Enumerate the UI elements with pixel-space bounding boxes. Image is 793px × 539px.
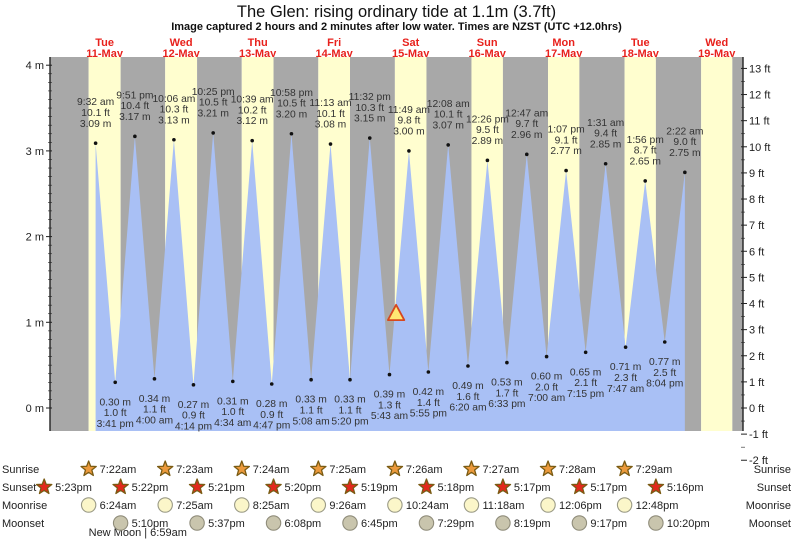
- svg-text:6 ft: 6 ft: [749, 246, 764, 258]
- svg-text:6:24am: 6:24am: [100, 500, 137, 512]
- svg-text:7:25am: 7:25am: [176, 500, 213, 512]
- svg-text:Moonset: Moonset: [2, 518, 44, 530]
- svg-text:7 ft: 7 ft: [749, 220, 764, 232]
- svg-text:Moonrise: Moonrise: [746, 500, 791, 512]
- svg-text:12:06pm: 12:06pm: [559, 500, 602, 512]
- svg-text:10:20pm: 10:20pm: [667, 518, 710, 530]
- svg-text:Sunset: Sunset: [757, 482, 791, 494]
- svg-text:10 ft: 10 ft: [749, 142, 770, 154]
- svg-text:5:19pm: 5:19pm: [361, 482, 398, 494]
- svg-text:8 ft: 8 ft: [749, 194, 764, 206]
- svg-text:5:10pm: 5:10pm: [132, 518, 169, 530]
- svg-text:-1 ft: -1 ft: [749, 429, 768, 441]
- svg-text:7:23am: 7:23am: [176, 464, 213, 476]
- svg-text:5:23pm: 5:23pm: [55, 482, 92, 494]
- svg-text:4 ft: 4 ft: [749, 299, 764, 311]
- svg-text:2 m: 2 m: [26, 232, 44, 244]
- svg-text:5:22pm: 5:22pm: [132, 482, 169, 494]
- svg-text:7:29am: 7:29am: [636, 464, 673, 476]
- svg-text:9:26am: 9:26am: [329, 500, 366, 512]
- svg-text:Image captured 2 hours and 2 m: Image captured 2 hours and 2 minutes aft…: [171, 21, 622, 33]
- svg-text:6:45pm: 6:45pm: [361, 518, 398, 530]
- svg-text:7:28am: 7:28am: [559, 464, 596, 476]
- svg-text:5 ft: 5 ft: [749, 272, 764, 284]
- svg-text:Sunrise: Sunrise: [754, 464, 791, 476]
- svg-text:5:20pm: 5:20pm: [285, 482, 322, 494]
- svg-text:2 ft: 2 ft: [749, 351, 764, 363]
- svg-text:12 ft: 12 ft: [749, 90, 770, 102]
- svg-text:Sunset: Sunset: [2, 482, 36, 494]
- svg-text:1 ft: 1 ft: [749, 377, 764, 389]
- svg-text:1 m: 1 m: [26, 317, 44, 329]
- svg-text:3 ft: 3 ft: [749, 325, 764, 337]
- svg-text:7:26am: 7:26am: [406, 464, 443, 476]
- svg-text:7:22am: 7:22am: [100, 464, 137, 476]
- svg-text:10:24am: 10:24am: [406, 500, 449, 512]
- svg-text:7:29pm: 7:29pm: [437, 518, 474, 530]
- svg-text:8:19pm: 8:19pm: [514, 518, 551, 530]
- svg-text:3 m: 3 m: [26, 146, 44, 158]
- svg-text:5:18pm: 5:18pm: [437, 482, 474, 494]
- svg-text:5:17pm: 5:17pm: [590, 482, 627, 494]
- svg-text:The Glen: rising ordinary tid: The Glen: rising ordinary tide at 1.1m (…: [237, 3, 556, 21]
- svg-text:7:24am: 7:24am: [253, 464, 290, 476]
- svg-text:13 ft: 13 ft: [749, 63, 770, 75]
- svg-text:Moonset: Moonset: [749, 518, 791, 530]
- svg-text:4 m: 4 m: [26, 60, 44, 72]
- svg-text:7:27am: 7:27am: [482, 464, 519, 476]
- svg-text:11:18am: 11:18am: [482, 500, 524, 512]
- svg-text:11 ft: 11 ft: [749, 116, 770, 128]
- svg-text:0 m: 0 m: [26, 403, 44, 415]
- svg-text:9:17pm: 9:17pm: [590, 518, 627, 530]
- svg-text:5:37pm: 5:37pm: [208, 518, 245, 530]
- svg-text:5:16pm: 5:16pm: [667, 482, 704, 494]
- svg-text:Sunrise: Sunrise: [2, 464, 39, 476]
- svg-text:Moonrise: Moonrise: [2, 500, 47, 512]
- svg-text:0 ft: 0 ft: [749, 403, 764, 415]
- svg-text:6:08pm: 6:08pm: [285, 518, 322, 530]
- svg-text:5:21pm: 5:21pm: [208, 482, 245, 494]
- svg-text:7:25am: 7:25am: [329, 464, 366, 476]
- svg-text:5:17pm: 5:17pm: [514, 482, 551, 494]
- svg-text:8:25am: 8:25am: [253, 500, 290, 512]
- svg-text:12:48pm: 12:48pm: [636, 500, 679, 512]
- svg-text:9 ft: 9 ft: [749, 168, 764, 180]
